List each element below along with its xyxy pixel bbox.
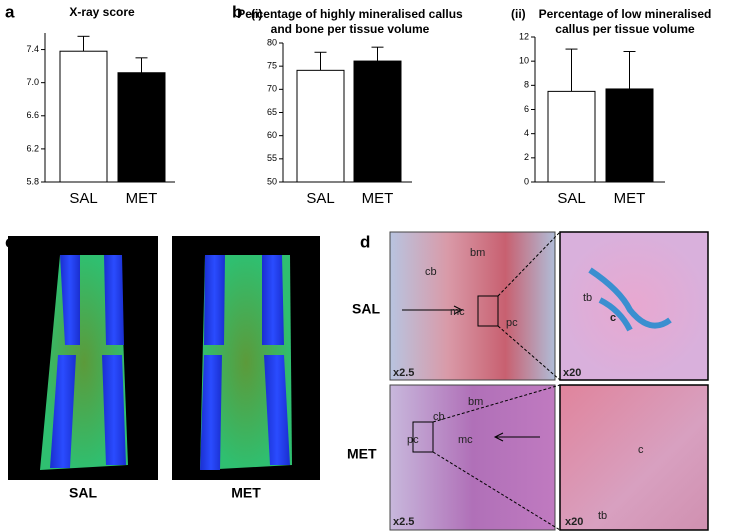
chart-title: callus per tissue volume: [555, 22, 695, 36]
panel-d: [389, 231, 709, 531]
y-tick-label: 6.2: [26, 143, 39, 153]
bar: [605, 88, 654, 183]
chart-title: and bone per tissue volume: [271, 22, 430, 36]
zoom-box: [412, 421, 434, 453]
magnification: x20: [563, 367, 581, 379]
y-tick-label: 5.8: [26, 176, 39, 186]
arrow-head: [453, 305, 464, 315]
image-label: MET: [231, 485, 261, 501]
tissue-label: c: [610, 312, 616, 324]
tissue-label: bm: [468, 396, 483, 408]
y-tick-label: 0: [524, 176, 529, 186]
x-tick-label: MET: [362, 190, 394, 207]
tissue-label: mc: [450, 306, 465, 318]
tissue-label: bm: [470, 247, 485, 259]
row-label: MET: [347, 446, 377, 462]
bar: [547, 90, 596, 183]
bar: [296, 69, 345, 183]
y-tick-label: 7.4: [26, 44, 39, 54]
ct-bone: [200, 355, 222, 470]
x-tick-label: MET: [126, 190, 158, 207]
x-tick-label: SAL: [306, 190, 334, 207]
panel-label: a: [5, 2, 15, 21]
y-tick-label: 10: [519, 56, 529, 66]
tissue-label: cb: [433, 411, 445, 423]
x-tick-label: SAL: [69, 190, 97, 207]
histology-zoom: [559, 384, 709, 531]
zoom-lines: [432, 231, 561, 531]
y-tick-label: 50: [267, 176, 277, 186]
y-tick-label: 7.0: [26, 77, 39, 87]
histology-image: [389, 231, 556, 381]
y-tick-label: 60: [267, 130, 277, 140]
histology-image: [389, 384, 556, 531]
y-tick-label: 4: [524, 128, 529, 138]
tissue-label: tb: [598, 510, 607, 522]
tissue-label: c: [638, 444, 644, 456]
tissue-label: cb: [425, 266, 437, 278]
x-tick-label: MET: [614, 190, 646, 207]
tissue-label: pc: [407, 434, 419, 446]
panel-label: d: [360, 232, 370, 251]
x-tick-label: SAL: [557, 190, 585, 207]
y-tick-label: 2: [524, 152, 529, 162]
subpanel-label: (ii): [511, 7, 526, 21]
y-tick-label: 55: [267, 153, 277, 163]
ct-bone: [104, 255, 124, 345]
ct-bone: [264, 355, 290, 465]
chart-title: X-ray score: [69, 5, 135, 19]
y-tick-label: 65: [267, 107, 277, 117]
magnification: x2.5: [393, 516, 414, 528]
subpanel-label: (i): [251, 7, 262, 21]
chart-title: Percentage of highly mineralised callus: [237, 7, 463, 21]
magnification: x2.5: [393, 367, 414, 379]
image-label: SAL: [69, 485, 97, 501]
bar: [117, 72, 166, 183]
tissue-label: tb: [583, 292, 592, 304]
tissue-label: pc: [506, 317, 518, 329]
y-tick-label: 75: [267, 61, 277, 71]
ct-bone: [102, 355, 126, 465]
bar: [353, 60, 402, 183]
panel-label: b: [232, 2, 242, 21]
panel-label: c: [5, 232, 14, 251]
histology-zoom: [559, 231, 709, 381]
tissue-label: mc: [458, 434, 473, 446]
panel-c: [8, 236, 320, 480]
row-label: SAL: [352, 301, 380, 317]
y-tick-label: 80: [267, 37, 277, 47]
ct-bone: [204, 255, 225, 345]
y-tick-label: 6.6: [26, 110, 39, 120]
ct-bone: [60, 255, 80, 345]
magnification: x20: [565, 516, 583, 528]
bar: [59, 50, 108, 183]
y-tick-label: 8: [524, 80, 529, 90]
cartilage-stain: [588, 267, 672, 332]
zoom-box: [477, 295, 499, 327]
arrow-head: [493, 432, 504, 442]
chart-title: Percentage of low mineralised: [539, 7, 712, 21]
ct-bone: [50, 355, 76, 468]
y-tick-label: 70: [267, 84, 277, 94]
y-tick-label: 6: [524, 104, 529, 114]
ct-bone: [262, 255, 284, 345]
y-tick-label: 12: [519, 31, 529, 41]
